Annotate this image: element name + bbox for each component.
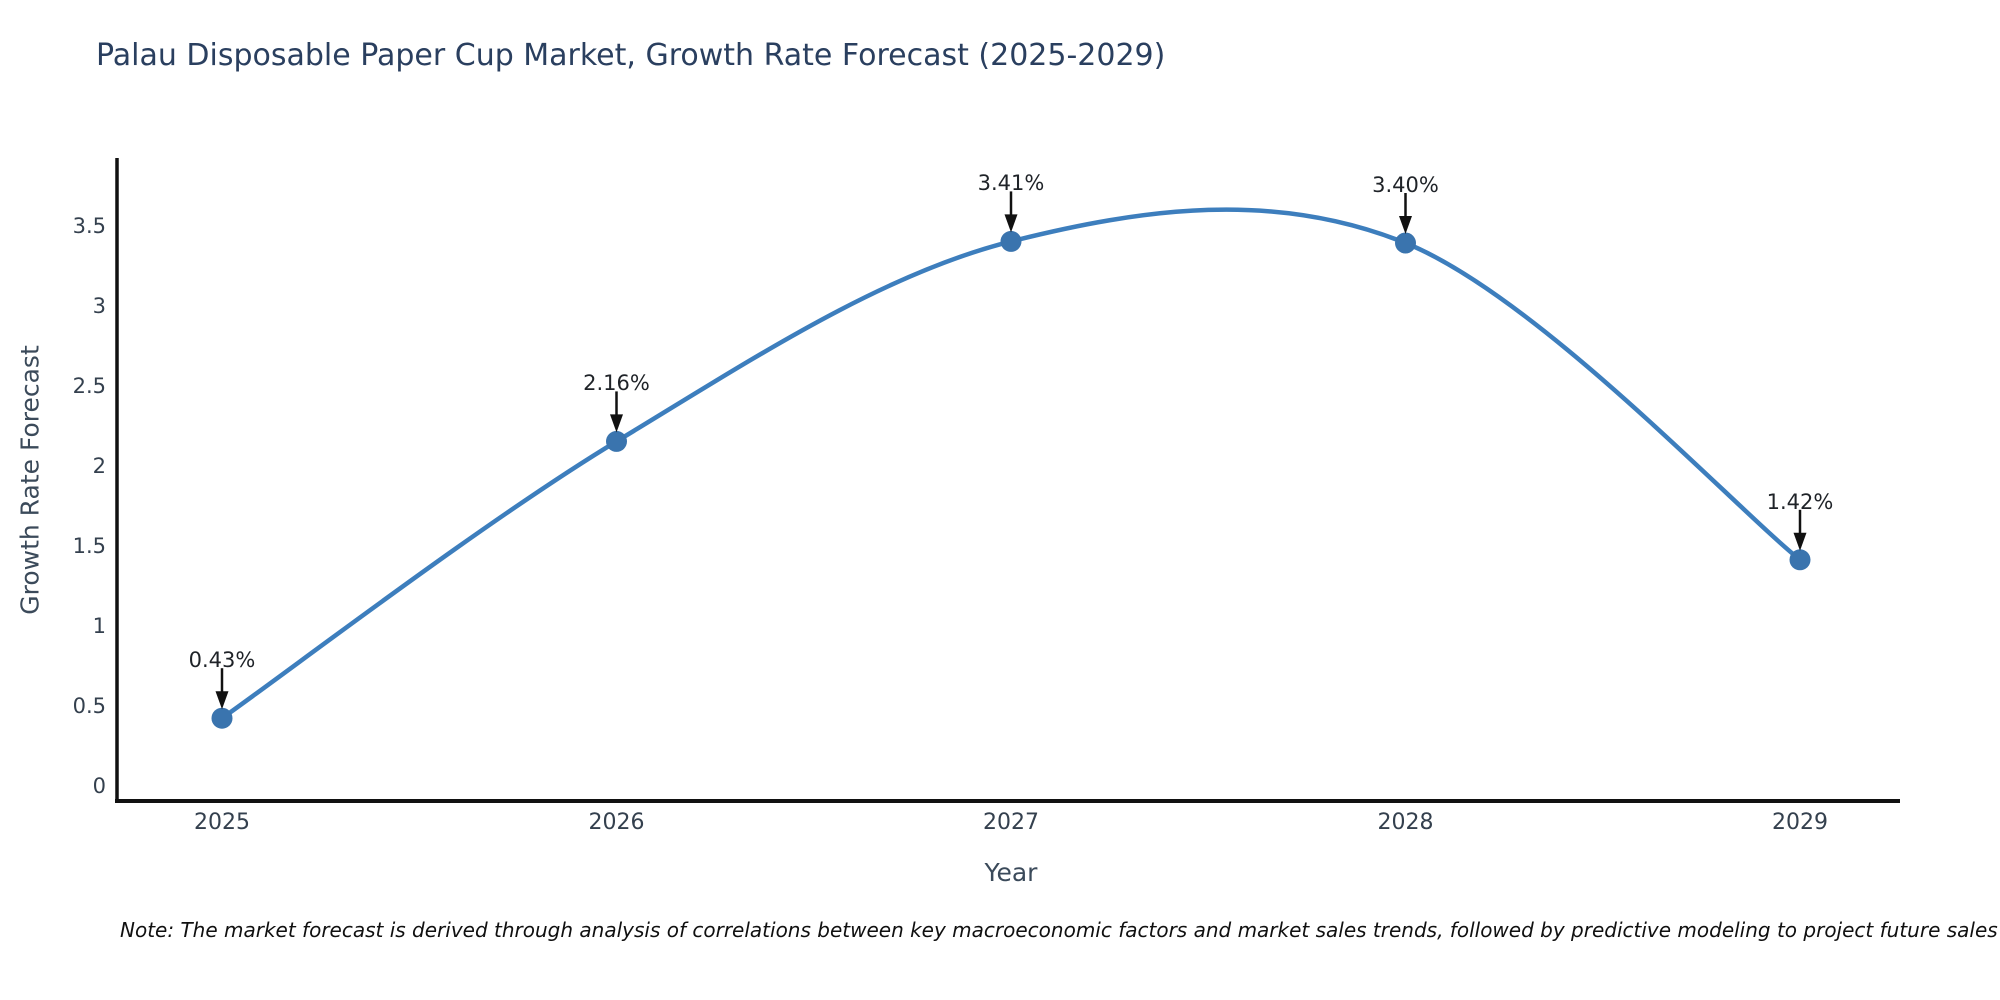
data-point-marker (211, 707, 233, 729)
y-tick-label: 0 (92, 774, 106, 798)
data-point-marker (1789, 549, 1811, 571)
y-tick-label: 0.5 (72, 694, 106, 718)
point-value-label: 0.43% (188, 648, 256, 673)
annotation-arrowhead (1793, 532, 1807, 551)
x-axis-title: Year (984, 858, 1038, 887)
chart-title: Palau Disposable Paper Cup Market, Growt… (96, 38, 1166, 73)
annotation-arrowhead (610, 414, 623, 433)
point-value-label: 2.16% (583, 371, 650, 396)
y-tick-label: 2 (92, 454, 106, 478)
point-value-label: 3.40% (1372, 173, 1439, 197)
y-tick-label: 1 (92, 614, 106, 638)
footnote: Note: The market forecast is derived thr… (120, 918, 1998, 942)
annotation-arrowhead (1004, 214, 1018, 233)
forecast-line (219, 207, 1803, 721)
annotation-arrowhead (1399, 216, 1412, 234)
x-tick-label: 2027 (983, 810, 1039, 835)
data-point-marker (1000, 230, 1022, 252)
y-tick-label: 2.5 (72, 374, 106, 398)
data-point-marker (606, 430, 627, 452)
point-value-label: 1.42% (1766, 489, 1834, 514)
point-value-label: 3.41% (977, 171, 1045, 196)
y-tick-label: 3.5 (72, 214, 106, 238)
annotation-arrowhead (215, 691, 229, 710)
x-tick-label: 2026 (588, 810, 645, 835)
y-tick-label: 3 (92, 294, 106, 318)
x-tick-label: 2029 (1772, 810, 1828, 835)
x-tick-label: 2028 (1377, 810, 1434, 835)
data-point-marker (1395, 232, 1416, 254)
y-tick-label: 1.5 (72, 534, 106, 558)
y-axis-title: Growth Rate Forecast (15, 345, 45, 615)
x-tick-label: 2025 (194, 810, 250, 835)
